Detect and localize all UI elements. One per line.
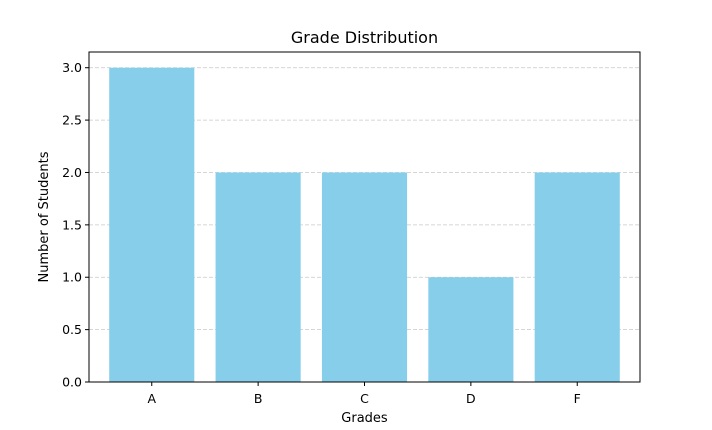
y-axis-label: Number of Students (37, 151, 52, 282)
y-tick-label: 2.5 (62, 113, 82, 128)
y-tick-label: 0.0 (62, 375, 82, 390)
x-tick-label: C (360, 391, 369, 406)
bar-b (215, 172, 301, 382)
y-tick-label: 1.0 (62, 270, 82, 285)
bar-d (428, 277, 514, 382)
y-tick-label: 1.5 (62, 217, 82, 232)
x-tick-label: B (254, 391, 263, 406)
y-axis-ticks: 0.0 0.5 1.0 1.5 2.0 2.5 3.0 (62, 60, 89, 390)
x-tick-label: A (147, 391, 156, 406)
bar-a (109, 67, 195, 382)
x-tick-label: D (466, 391, 476, 406)
y-tick-label: 0.5 (62, 322, 82, 337)
x-axis-label: Grades (341, 411, 388, 426)
y-tick-label: 2.0 (62, 165, 82, 180)
y-tick-label: 3.0 (62, 60, 82, 75)
chart-title: Grade Distribution (291, 28, 438, 47)
x-tick-label: F (574, 391, 581, 406)
bar-f (534, 172, 620, 382)
bar-c (321, 172, 408, 382)
bars (109, 67, 620, 382)
